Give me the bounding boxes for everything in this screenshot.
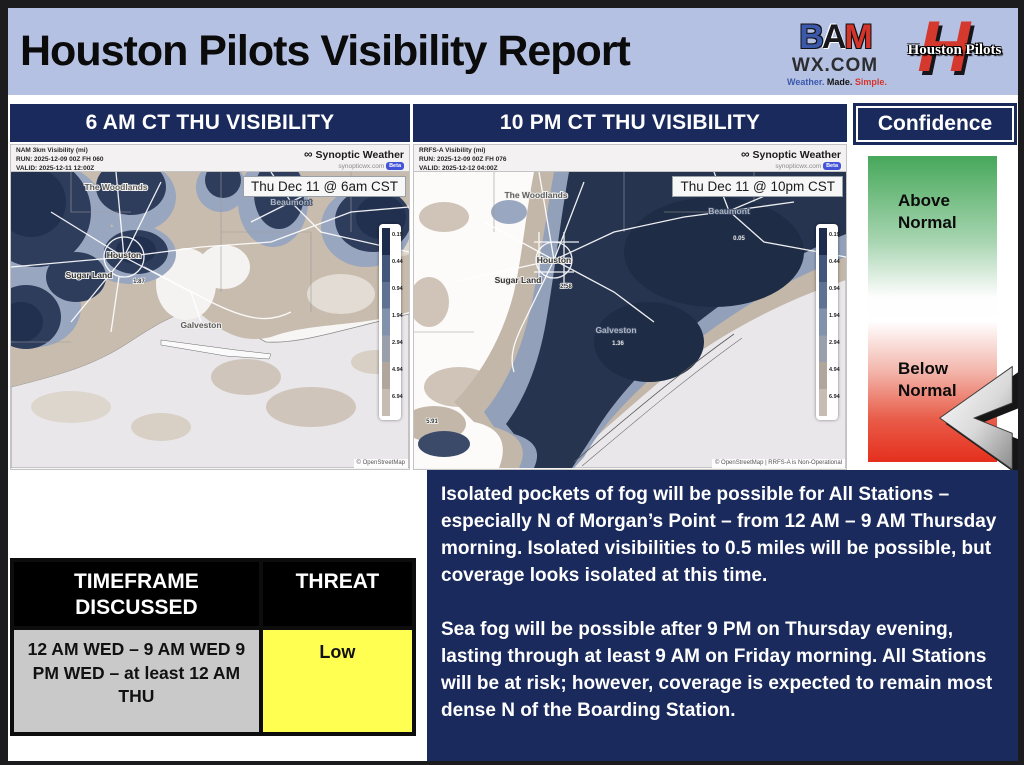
model-name: RRFS-A Visibility (mi) <box>419 147 486 154</box>
model-run: RUN: 2025-12-09 00Z FH 076 <box>419 155 507 163</box>
colorbar-gradient <box>819 228 827 416</box>
colorbar-10pm: 0.19 0.44 0.94 1.94 2.94 4.94 6.94 <box>816 224 840 420</box>
map-meta-6am: NAM 3km Visibility (mi) RUN: 2025-12-09 … <box>10 144 410 172</box>
synoptic-weather-brand: ∞ Synoptic Weather synopticwx.com Beta <box>741 147 842 170</box>
threat-header: THREAT <box>262 562 412 626</box>
city-label: Sugar Land <box>495 275 542 285</box>
infinity-icon: ∞ <box>304 147 313 161</box>
timeframe-cell: 12 AM WED – 9 AM WED 9 PM WED – at least… <box>14 630 259 732</box>
model-valid: VALID: 2025-12-11 12:00Z <box>16 164 95 172</box>
city-label: Beaumont <box>708 206 750 216</box>
bamwx-domain: WX.COM <box>791 55 879 76</box>
colorbar-gradient <box>382 228 390 416</box>
city-label: The Woodlands <box>504 190 567 200</box>
map-timestamp: Thu Dec 11 @ 6am CST <box>242 176 406 197</box>
city-label: The Woodlands <box>84 182 147 192</box>
city-label: Sugar Land <box>66 270 113 280</box>
synoptic-weather-brand: ∞ Synoptic Weather synopticwx.com Beta <box>304 147 405 170</box>
model-name: NAM 3km Visibility (mi) <box>16 147 88 154</box>
brand-site: synopticwx.com <box>338 162 385 170</box>
map-10pm-graphic: The Woodlands Beaumont 0.05 Houston Suga… <box>414 172 846 468</box>
visibility-value: 0.05 <box>733 236 745 242</box>
visibility-value: 1.36 <box>612 341 624 347</box>
bamwx-logo: BAM WX.COM Weather. Made. Simple. <box>787 18 887 87</box>
panel-title-10pm: 10 PM CT THU VISIBILITY <box>413 104 847 142</box>
map-attribution: © OpenStreetMap <box>353 459 408 468</box>
panel-title-6am: 6 AM CT THU VISIBILITY <box>10 104 410 142</box>
report-header: Houston Pilots Visibility Report BAM WX.… <box>8 8 1018 95</box>
map-attribution: © OpenStreetMap | RRFS-A is Non-Operatio… <box>711 459 845 468</box>
model-info: NAM 3km Visibility (mi) RUN: 2025-12-09 … <box>16 147 104 172</box>
discussion-paragraph-1: Isolated pockets of fog will be possible… <box>441 484 997 586</box>
map-meta-10pm: RRFS-A Visibility (mi) RUN: 2025-12-09 0… <box>413 144 847 172</box>
model-info: RRFS-A Visibility (mi) RUN: 2025-12-09 0… <box>419 147 507 172</box>
city-label: Galveston <box>595 325 636 335</box>
infinity-icon: ∞ <box>741 147 750 161</box>
brand-name: Synoptic Weather <box>752 149 842 161</box>
map-6am-graphic: The Woodlands Beaumont Houston Sugar Lan… <box>11 172 409 468</box>
colorbar-6am: 0.19 0.44 0.94 1.94 2.94 4.94 6.94 <box>379 224 403 420</box>
forecast-discussion: Isolated pockets of fog will be possible… <box>427 470 1018 761</box>
confidence-arrow-icon <box>938 365 1018 476</box>
discussion-paragraph-2: Sea fog will be possible after 9 PM on T… <box>441 618 993 721</box>
map-10pm: The Woodlands Beaumont 0.05 Houston Suga… <box>413 172 847 470</box>
page-title: Houston Pilots Visibility Report <box>20 27 631 75</box>
threat-level-cell: Low <box>262 630 412 732</box>
bamwx-tagline: Weather. Made. Simple. <box>787 77 887 87</box>
brand-name: Synoptic Weather <box>315 149 405 161</box>
map-panel-10pm: RRFS-A Visibility (mi) RUN: 2025-12-09 0… <box>413 144 847 470</box>
city-label: Galveston <box>180 320 221 330</box>
brand-site: synopticwx.com <box>775 162 822 170</box>
visibility-value: 5.91 <box>426 419 438 425</box>
city-label: Houston <box>107 250 141 260</box>
confidence-below-label: Below Normal <box>898 359 957 401</box>
timeframe-header: TIMEFRAME DISCUSSED <box>14 562 259 626</box>
houston-pilots-logo: H Houston Pilots <box>885 18 1024 98</box>
visibility-value: 2.58 <box>560 284 572 290</box>
confidence-title: Confidence <box>856 106 1014 142</box>
map-panel-6am: NAM 3km Visibility (mi) RUN: 2025-12-09 … <box>10 144 410 470</box>
confidence-above-label: Above Normal <box>898 191 957 233</box>
map-6am: The Woodlands Beaumont Houston Sugar Lan… <box>10 172 410 470</box>
bamwx-logo-letters: BAM <box>799 18 872 56</box>
beta-badge: Beta <box>386 161 404 170</box>
city-label: Houston <box>537 255 571 265</box>
visibility-value: 1.87 <box>133 279 145 285</box>
threat-table: TIMEFRAME DISCUSSED THREAT 12 AM WED – 9… <box>10 558 416 736</box>
model-run: RUN: 2025-12-09 00Z FH 060 <box>16 155 104 163</box>
model-valid: VALID: 2025-12-12 04:00Z <box>419 164 498 172</box>
map-timestamp: Thu Dec 11 @ 10pm CST <box>672 176 843 197</box>
beta-badge: Beta <box>823 161 841 170</box>
houston-pilots-name: Houston Pilots <box>907 42 1002 58</box>
city-label: Beaumont <box>270 197 312 207</box>
